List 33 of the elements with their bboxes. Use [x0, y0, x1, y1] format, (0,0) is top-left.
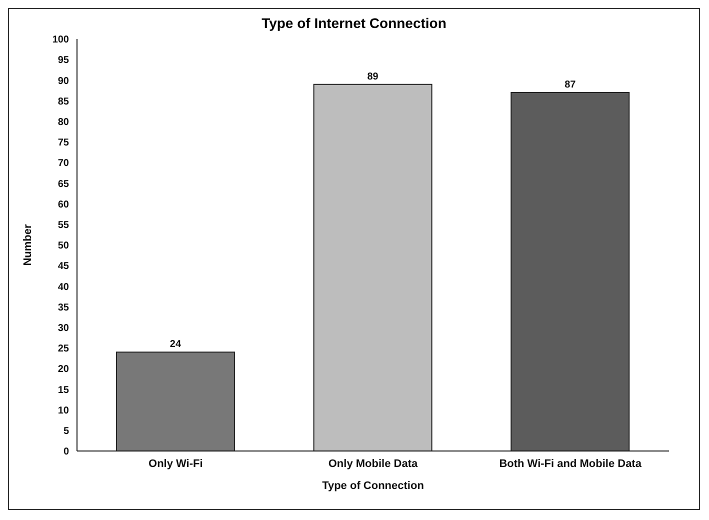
y-tick-label: 40: [58, 282, 70, 293]
y-tick-label: 70: [58, 158, 70, 170]
y-tick-label: 65: [58, 178, 70, 190]
y-tick-label: 90: [58, 76, 70, 87]
y-tick-label: 100: [52, 34, 70, 46]
y-tick-label: 55: [58, 220, 70, 231]
x-tick-label: Only Wi-Fi: [148, 458, 203, 470]
x-tick-label: Only Mobile Data: [328, 458, 418, 470]
y-tick-label: 10: [58, 405, 70, 416]
data-label: 87: [564, 80, 576, 91]
bar: [510, 92, 630, 451]
y-tick-label: 85: [58, 96, 70, 108]
chart-title: Type of Internet Connection: [260, 15, 448, 31]
x-axis-title: Type of Connection: [322, 480, 424, 492]
y-tick-label: 50: [58, 240, 70, 252]
x-tick-label: Both Wi-Fi and Mobile Data: [499, 458, 642, 470]
y-tick-label: 15: [58, 384, 70, 396]
y-tick-label: 35: [58, 302, 70, 314]
bar: [313, 84, 432, 451]
y-tick-label: 45: [58, 261, 70, 272]
bar: [116, 352, 235, 451]
y-axis-title: Number: [22, 224, 34, 266]
y-tick-label: 0: [63, 446, 70, 458]
y-tick-label: 60: [58, 199, 70, 210]
data-label: 24: [170, 339, 182, 350]
y-tick-label: 95: [58, 55, 70, 66]
y-tick-label: 80: [58, 116, 70, 128]
y-tick-label: 75: [58, 138, 70, 149]
y-tick-label: 25: [58, 344, 70, 355]
y-tick-label: 20: [58, 364, 70, 376]
data-label: 89: [367, 71, 379, 82]
y-tick-label: 30: [58, 322, 70, 334]
y-tick-label: 5: [63, 426, 70, 437]
